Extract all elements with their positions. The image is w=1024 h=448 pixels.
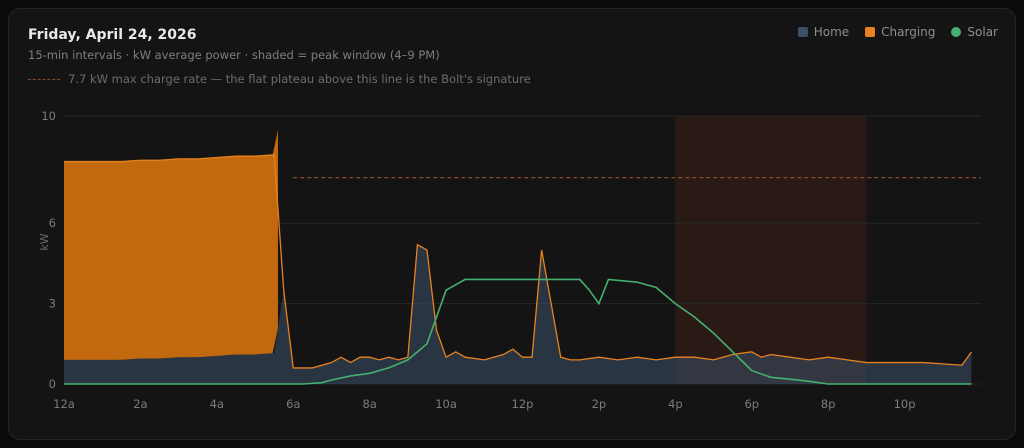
x-tick-label: 2p: [592, 397, 607, 411]
y-tick-label: 3: [49, 297, 56, 311]
x-tick-label: 10p: [894, 397, 916, 411]
chart-title: Friday, April 24, 2026: [28, 27, 197, 43]
legend-swatch-home: [797, 27, 808, 37]
legend-swatch-solar: [951, 27, 962, 37]
x-tick-label: 2a: [133, 397, 147, 411]
charging-area: [64, 129, 278, 360]
x-tick-label: 4p: [668, 397, 683, 411]
x-tick-label: 4a: [210, 397, 224, 411]
legend-swatch-charging: [865, 27, 876, 37]
x-tick-label: 8a: [362, 397, 376, 411]
reference-line-note-text: 7.7 kW max charge rate — the flat platea…: [68, 72, 531, 86]
y-tick-label: 10: [41, 109, 56, 123]
legend-label-solar: Solar: [967, 25, 998, 39]
y-tick-label: 0: [49, 377, 56, 391]
chart-legend: Home Charging Solar: [797, 25, 998, 39]
legend-label-charging: Charging: [881, 25, 936, 39]
y-axis-label: kW: [38, 233, 51, 250]
x-tick-label: 8p: [821, 397, 836, 411]
dashed-line-swatch: [28, 78, 60, 80]
y-tick-label: 6: [49, 216, 56, 230]
x-tick-label: 12a: [53, 397, 75, 411]
peak-window-shade: [675, 116, 867, 384]
x-tick-label: 10a: [435, 397, 457, 411]
total-load-line: [64, 154, 972, 369]
legend-item-solar[interactable]: Solar: [951, 25, 998, 39]
legend-label-home: Home: [813, 25, 850, 39]
reference-line-note: 7.7 kW max charge rate — the flat platea…: [28, 72, 531, 86]
x-tick-label: 12p: [512, 397, 534, 411]
solar-line: [64, 278, 972, 385]
legend-item-home[interactable]: Home: [797, 25, 850, 39]
x-tick-label: 6p: [744, 397, 759, 411]
chart-subtitle: 15-min intervals · kW average power · sh…: [28, 48, 440, 62]
legend-item-charging[interactable]: Charging: [865, 25, 935, 39]
x-tick-label: 6a: [286, 397, 300, 411]
